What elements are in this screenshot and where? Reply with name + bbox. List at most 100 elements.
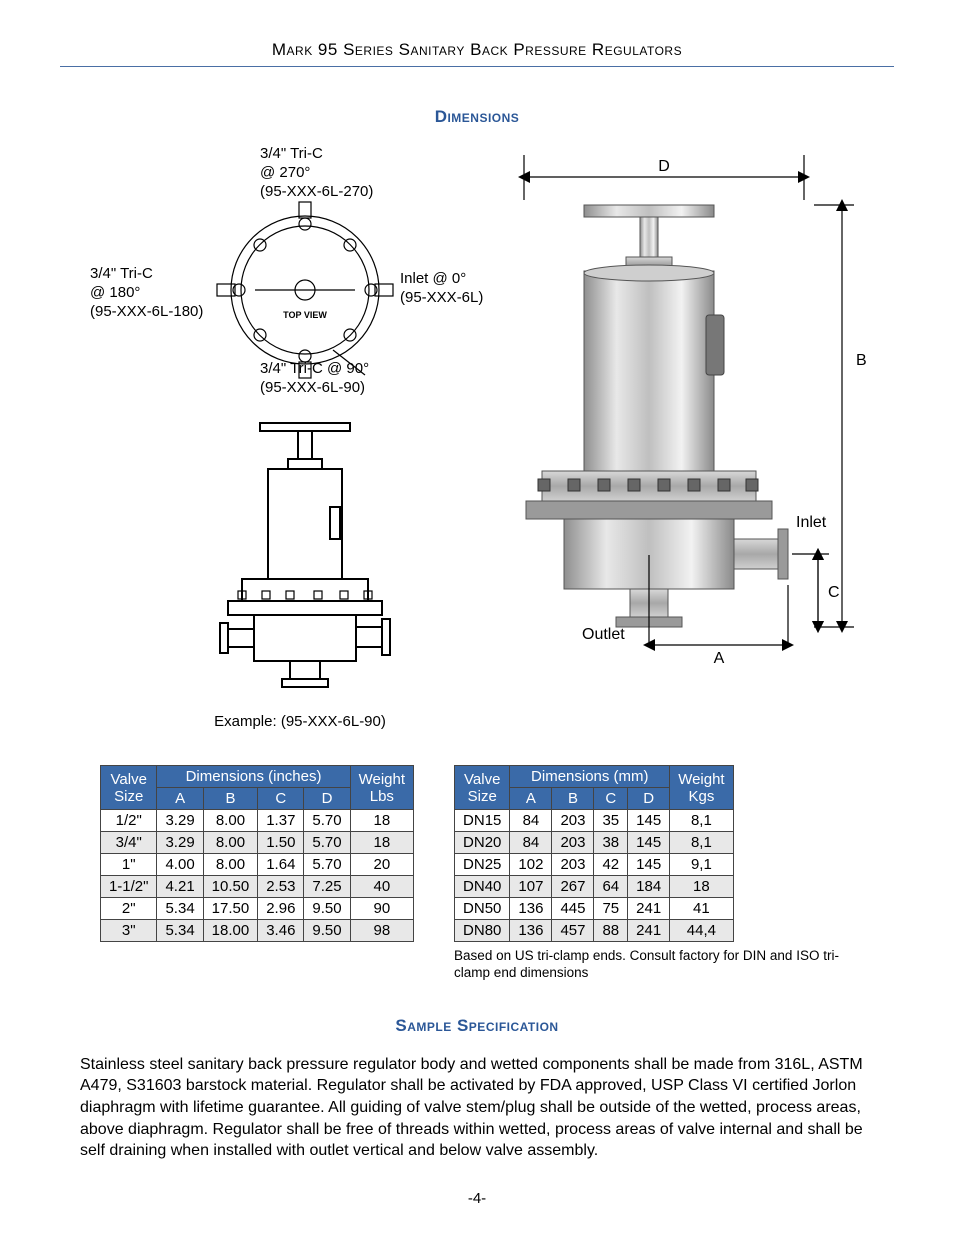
cell: 2" [100,898,157,920]
cell: 5.34 [157,898,203,920]
table-row: 3"5.3418.003.469.5098 [100,920,413,942]
dim-B: B [856,352,867,369]
cell: 18 [350,810,413,832]
table-row: DN401072676418418 [455,876,734,898]
cell: 8,1 [670,832,733,854]
th-B: B [203,788,258,810]
cell: 107 [510,876,552,898]
cell: 2.96 [258,898,304,920]
render-svg: D [484,145,884,735]
cell: 3.29 [157,832,203,854]
cell: 203 [552,854,594,876]
text: 3/4" Tri-C [90,265,153,282]
cell: 35 [594,810,628,832]
cell: DN80 [455,920,510,942]
cell: 1.37 [258,810,304,832]
cell: 3.46 [258,920,304,942]
th-C: C [258,788,304,810]
text: (95-XXX-6L) [400,289,483,306]
cell: 5.34 [157,920,203,942]
cell: 18 [670,876,733,898]
table-row: 3/4"3.298.001.505.7018 [100,832,413,854]
th-size: ValveSize [100,766,157,810]
cell: 44,4 [670,920,733,942]
cell: 1.50 [258,832,304,854]
table-mm: ValveSize Dimensions (mm) WeightKgs A B … [454,765,734,942]
cell: 10.50 [203,876,258,898]
table-row: DN25102203421459,1 [455,854,734,876]
annot-180: 3/4" Tri-C @ 180° (95-XXX-6L-180) [90,265,203,321]
side-line-svg [190,415,420,705]
table-row: 1"4.008.001.645.7020 [100,854,413,876]
cell: 457 [552,920,594,942]
text: @ 270° [260,164,310,181]
cell: 4.21 [157,876,203,898]
cell: 3" [100,920,157,942]
spec-body: Stainless steel sanitary back pressure r… [80,1054,874,1162]
cell: 1" [100,854,157,876]
cell: 88 [594,920,628,942]
table-note: Based on US tri-clamp ends. Consult fact… [454,948,854,982]
example-caption: Example: (95-XXX-6L-90) [180,713,420,732]
text: Inlet @ 0° [400,270,466,287]
table-inches-wrap: ValveSize Dimensions (inches) WeightLbs … [100,765,414,942]
cell: 18 [350,832,413,854]
th-dims: Dimensions (mm) [510,766,670,788]
th-dims: Dimensions (inches) [157,766,350,788]
cell: 184 [628,876,670,898]
cell: 267 [552,876,594,898]
cell: 5.70 [304,854,350,876]
text: (95-XXX-6L-270) [260,183,373,200]
text: @ 180° [90,284,140,301]
cell: 241 [628,898,670,920]
cell: 7.25 [304,876,350,898]
table-mm-wrap: ValveSize Dimensions (mm) WeightKgs A B … [454,765,854,982]
th-D: D [304,788,350,810]
table-row: 1-1/2"4.2110.502.537.2540 [100,876,413,898]
cell: 3.29 [157,810,203,832]
cell: 18.00 [203,920,258,942]
tbody-mm: DN1584203351458,1DN2084203381458,1DN2510… [455,810,734,942]
cell: 75 [594,898,628,920]
tbody-inches: 1/2"3.298.001.375.70183/4"3.298.001.505.… [100,810,413,942]
section-title-dimensions: Dimensions [60,107,894,127]
cell: 20 [350,854,413,876]
diagrams-area: 3/4" Tri-C @ 270° (95-XXX-6L-270) 3/4" T… [60,145,894,755]
cell: 17.50 [203,898,258,920]
table-row: DN2084203381458,1 [455,832,734,854]
cell: 136 [510,898,552,920]
cell: 98 [350,920,413,942]
cell: 241 [628,920,670,942]
table-row: 1/2"3.298.001.375.7018 [100,810,413,832]
cell: 42 [594,854,628,876]
table-row: DN801364578824144,4 [455,920,734,942]
text: (95-XXX-6L-180) [90,303,203,320]
annot-270: 3/4" Tri-C @ 270° (95-XXX-6L-270) [260,145,373,201]
cell: 90 [350,898,413,920]
cell: 1.64 [258,854,304,876]
cell: 40 [350,876,413,898]
cell: 9.50 [304,898,350,920]
cell: 4.00 [157,854,203,876]
cell: 5.70 [304,832,350,854]
cell: 9,1 [670,854,733,876]
th-D: D [628,788,670,810]
cell: DN25 [455,854,510,876]
dim-D: D [658,158,670,175]
table-row: 2"5.3417.502.969.5090 [100,898,413,920]
cell: 9.50 [304,920,350,942]
cell: 64 [594,876,628,898]
section-title-spec: Sample Specification [60,1016,894,1036]
th-C: C [594,788,628,810]
label-outlet: Outlet [582,626,625,643]
tables-row: ValveSize Dimensions (inches) WeightLbs … [60,765,894,982]
cell: 41 [670,898,733,920]
cell: 145 [628,810,670,832]
text: 3/4" Tri-C [260,145,323,162]
cell: 5.70 [304,810,350,832]
cell: 38 [594,832,628,854]
th-weight: WeightKgs [670,766,733,810]
text: (95-XXX-6L-90) [260,379,365,396]
cell: 145 [628,854,670,876]
cell: 8.00 [203,810,258,832]
